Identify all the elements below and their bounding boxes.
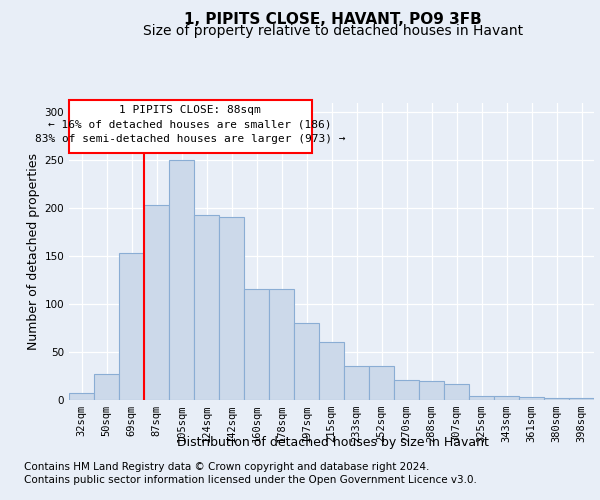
Text: 1, PIPITS CLOSE, HAVANT, PO9 3FB: 1, PIPITS CLOSE, HAVANT, PO9 3FB <box>184 12 482 28</box>
Text: Contains public sector information licensed under the Open Government Licence v3: Contains public sector information licen… <box>24 475 477 485</box>
Bar <box>569 398 594 400</box>
Bar <box>119 253 144 400</box>
Bar <box>294 323 319 400</box>
Bar <box>169 160 194 400</box>
Text: Size of property relative to detached houses in Havant: Size of property relative to detached ho… <box>143 24 523 38</box>
Text: Distribution of detached houses by size in Havant: Distribution of detached houses by size … <box>177 436 489 449</box>
Bar <box>319 342 344 400</box>
Bar <box>394 380 419 400</box>
Y-axis label: Number of detached properties: Number of detached properties <box>27 153 40 350</box>
Bar <box>69 394 94 400</box>
Bar <box>144 205 169 400</box>
Text: 83% of semi-detached houses are larger (973) →: 83% of semi-detached houses are larger (… <box>35 134 346 144</box>
FancyBboxPatch shape <box>69 100 311 154</box>
Text: Contains HM Land Registry data © Crown copyright and database right 2024.: Contains HM Land Registry data © Crown c… <box>24 462 430 472</box>
Bar <box>544 398 569 400</box>
Bar <box>369 366 394 400</box>
Text: ← 16% of detached houses are smaller (186): ← 16% of detached houses are smaller (18… <box>49 120 332 130</box>
Bar <box>444 384 469 400</box>
Bar <box>494 396 519 400</box>
Bar <box>419 381 444 400</box>
Bar <box>219 216 244 400</box>
Bar <box>244 288 269 400</box>
Text: 1 PIPITS CLOSE: 88sqm: 1 PIPITS CLOSE: 88sqm <box>119 105 261 115</box>
Bar <box>519 397 544 400</box>
Bar <box>469 396 494 400</box>
Bar <box>344 366 369 400</box>
Bar <box>269 288 294 400</box>
Bar <box>94 374 119 400</box>
Bar <box>194 215 219 400</box>
